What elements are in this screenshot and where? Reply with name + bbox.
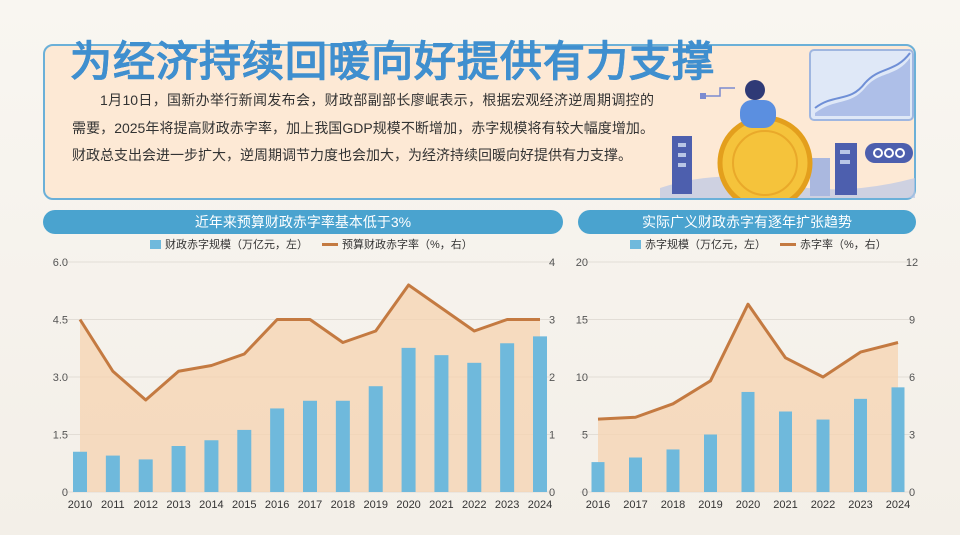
bar <box>816 419 830 492</box>
bar <box>741 391 755 492</box>
y-left-tick-label: 0 <box>62 487 68 499</box>
chart2-legend: 赤字规模（万亿元，左） 赤字率（%，右） <box>630 236 887 252</box>
intro-paragraph: 1月10日，国新办举行新闻发布会，财政部副部长廖岷表示，根据宏观经济逆周期调控的… <box>72 92 654 163</box>
chart1-title: 近年来预算财政赤字率基本低于3% <box>43 210 563 234</box>
x-tick-label: 2023 <box>495 499 519 511</box>
building-icon <box>835 143 857 195</box>
x-tick-label: 2016 <box>265 499 289 511</box>
bar <box>270 408 285 492</box>
y-right-tick-label: 1 <box>549 430 555 442</box>
x-tick-label: 2011 <box>101 499 125 511</box>
y-right-tick-label: 3 <box>549 315 555 327</box>
y-right-tick-label: 9 <box>909 315 915 327</box>
bar <box>704 434 717 492</box>
bar <box>335 400 350 492</box>
bar <box>303 400 317 492</box>
bar <box>73 451 87 492</box>
y-right-tick-label: 6 <box>909 372 915 384</box>
bar <box>629 457 642 492</box>
bar <box>105 455 120 492</box>
x-tick-label: 2013 <box>166 499 190 511</box>
y-left-tick-label: 10 <box>576 372 588 384</box>
x-tick-label: 2021 <box>773 499 797 511</box>
x-tick-label: 2018 <box>331 499 355 511</box>
finance-illustration <box>660 49 915 198</box>
x-tick-label: 2022 <box>462 499 486 511</box>
x-tick-label: 2019 <box>698 499 722 511</box>
legend-bar-label: 财政赤字规模（万亿元，左） <box>165 239 308 251</box>
bar <box>591 462 605 492</box>
y-left-tick-label: 20 <box>576 257 588 269</box>
chart1-legend: 财政赤字规模（万亿元，左） 预算财政赤字率（%，右） <box>150 236 473 252</box>
bar <box>533 336 547 492</box>
bar <box>467 362 482 492</box>
bar <box>854 398 867 492</box>
legend-bar-swatch <box>630 239 641 249</box>
x-tick-label: 2023 <box>848 499 872 511</box>
x-tick-label: 2024 <box>886 499 910 511</box>
x-tick-label: 2017 <box>298 499 322 511</box>
chart2-title: 实际广义财政赤字有逐年扩张趋势 <box>578 210 916 234</box>
x-tick-label: 2020 <box>396 499 420 511</box>
x-tick-label: 2017 <box>623 499 647 511</box>
y-right-tick-label: 2 <box>549 372 555 384</box>
x-tick-label: 2012 <box>133 499 157 511</box>
page-title: 为经济持续回暖向好提供有力支撑 <box>70 38 716 85</box>
bar <box>368 386 383 492</box>
y-left-tick-label: 1.5 <box>53 430 68 442</box>
x-tick-label: 2024 <box>528 499 552 511</box>
legend-line-label: 赤字率（%，右） <box>800 239 887 251</box>
line-series <box>78 283 540 402</box>
line-series <box>597 302 899 421</box>
x-tick-label: 2014 <box>199 499 223 511</box>
legend-line-swatch <box>322 242 338 246</box>
y-right-tick-label: 12 <box>906 257 918 269</box>
x-tick-label: 2015 <box>232 499 256 511</box>
bar <box>500 343 515 492</box>
bar <box>138 459 153 492</box>
y-left-tick-label: 5 <box>582 430 588 442</box>
legend-bar-swatch <box>150 239 161 249</box>
y-left-tick-label: 15 <box>576 315 588 327</box>
legend-bar-label: 赤字规模（万亿元，左） <box>645 239 766 251</box>
bar <box>434 355 449 492</box>
bar <box>237 429 252 492</box>
bar <box>666 449 680 492</box>
x-tick-label: 2018 <box>661 499 685 511</box>
bar <box>171 446 186 492</box>
person-body <box>740 100 776 128</box>
y-left-tick-label: 6.0 <box>53 257 68 269</box>
person-head <box>745 80 765 100</box>
y-right-tick-label: 3 <box>909 430 915 442</box>
x-tick-label: 2010 <box>68 499 92 511</box>
x-tick-label: 2020 <box>736 499 760 511</box>
y-left-tick-label: 0 <box>582 487 588 499</box>
y-right-tick-label: 4 <box>549 257 555 269</box>
legend-line-label: 预算财政赤字率（%，右） <box>342 239 473 251</box>
y-left-tick-label: 3.0 <box>53 372 68 384</box>
x-tick-label: 2022 <box>811 499 835 511</box>
bar <box>401 347 416 492</box>
bar <box>204 440 219 492</box>
legend-line-swatch <box>780 242 796 246</box>
x-tick-label: 2021 <box>429 499 453 511</box>
bar <box>891 387 905 492</box>
line-area-fill <box>80 285 540 492</box>
x-tick-label: 2016 <box>586 499 610 511</box>
x-tick-label: 2019 <box>363 499 387 511</box>
speech-bubble-icon <box>865 143 913 163</box>
y-left-tick-label: 4.5 <box>53 315 68 327</box>
y-right-tick-label: 0 <box>549 487 555 499</box>
y-right-tick-label: 0 <box>909 487 915 499</box>
bar <box>779 411 792 492</box>
